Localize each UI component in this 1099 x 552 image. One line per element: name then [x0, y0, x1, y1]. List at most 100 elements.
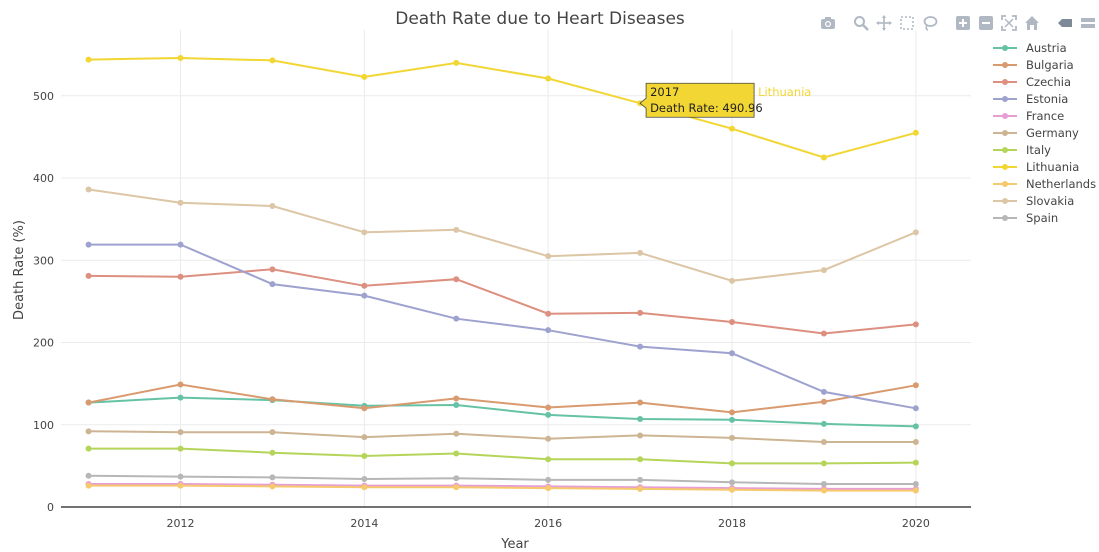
- data-point[interactable]: [453, 475, 460, 482]
- series-line[interactable]: [88, 268, 916, 335]
- data-point[interactable]: [637, 343, 644, 350]
- data-point[interactable]: [912, 487, 919, 494]
- data-point[interactable]: [269, 483, 276, 490]
- data-point[interactable]: [269, 396, 276, 403]
- data-point[interactable]: [177, 54, 184, 61]
- data-point[interactable]: [361, 73, 368, 80]
- data-point[interactable]: [85, 399, 92, 406]
- data-point[interactable]: [729, 350, 736, 357]
- data-point[interactable]: [545, 476, 552, 483]
- data-point[interactable]: [85, 482, 92, 489]
- camera-icon[interactable]: [818, 13, 838, 33]
- data-point[interactable]: [637, 399, 644, 406]
- data-point[interactable]: [177, 199, 184, 206]
- data-point[interactable]: [545, 253, 552, 260]
- hover-closest-icon[interactable]: [1055, 13, 1075, 33]
- data-point[interactable]: [820, 154, 827, 161]
- data-point[interactable]: [820, 267, 827, 274]
- data-point[interactable]: [453, 315, 460, 322]
- data-point[interactable]: [453, 450, 460, 457]
- data-point[interactable]: [637, 476, 644, 483]
- data-point[interactable]: [545, 435, 552, 442]
- data-point[interactable]: [453, 395, 460, 402]
- data-point[interactable]: [453, 59, 460, 66]
- series-netherlands[interactable]: [85, 482, 919, 494]
- data-point[interactable]: [912, 382, 919, 389]
- data-point[interactable]: [912, 423, 919, 430]
- data-point[interactable]: [85, 186, 92, 193]
- data-point[interactable]: [85, 241, 92, 248]
- series-lithuania[interactable]: [85, 54, 919, 161]
- legend-item-czechia[interactable]: Czechia: [993, 75, 1071, 89]
- data-point[interactable]: [545, 411, 552, 418]
- data-point[interactable]: [912, 229, 919, 236]
- data-point[interactable]: [637, 309, 644, 316]
- series-line[interactable]: [88, 474, 916, 485]
- data-point[interactable]: [269, 281, 276, 288]
- data-point[interactable]: [912, 439, 919, 446]
- legend-item-spain[interactable]: Spain: [993, 211, 1058, 225]
- data-point[interactable]: [820, 487, 827, 494]
- data-point[interactable]: [85, 445, 92, 452]
- data-point[interactable]: [820, 439, 827, 446]
- data-point[interactable]: [85, 272, 92, 279]
- plot-area[interactable]: [85, 54, 919, 494]
- data-point[interactable]: [637, 485, 644, 492]
- data-point[interactable]: [361, 292, 368, 299]
- data-point[interactable]: [361, 282, 368, 289]
- series-italy[interactable]: [85, 445, 919, 467]
- data-point[interactable]: [269, 202, 276, 209]
- data-point[interactable]: [545, 485, 552, 492]
- legend-item-austria[interactable]: Austria: [993, 41, 1067, 55]
- legend-item-bulgaria[interactable]: Bulgaria: [993, 58, 1074, 72]
- data-point[interactable]: [453, 430, 460, 437]
- data-point[interactable]: [820, 460, 827, 467]
- zoom-icon[interactable]: [851, 13, 871, 33]
- legend-item-estonia[interactable]: Estonia: [993, 92, 1068, 106]
- data-point[interactable]: [453, 226, 460, 233]
- box-select-icon[interactable]: [897, 13, 917, 33]
- data-point[interactable]: [85, 56, 92, 63]
- data-point[interactable]: [729, 486, 736, 493]
- series-line[interactable]: [88, 383, 916, 414]
- data-point[interactable]: [912, 321, 919, 328]
- data-point[interactable]: [269, 429, 276, 436]
- data-point[interactable]: [177, 241, 184, 248]
- legend-item-germany[interactable]: Germany: [993, 126, 1079, 140]
- data-point[interactable]: [729, 460, 736, 467]
- data-point[interactable]: [729, 479, 736, 486]
- hover-compare-icon[interactable]: [1078, 13, 1098, 33]
- data-point[interactable]: [269, 449, 276, 456]
- data-point[interactable]: [269, 266, 276, 273]
- legend-item-france[interactable]: France: [993, 109, 1064, 123]
- legend-item-netherlands[interactable]: Netherlands: [993, 177, 1096, 191]
- data-point[interactable]: [177, 273, 184, 280]
- data-point[interactable]: [729, 125, 736, 132]
- zoom-out-icon[interactable]: [976, 13, 996, 33]
- data-point[interactable]: [912, 405, 919, 412]
- data-point[interactable]: [361, 229, 368, 236]
- data-point[interactable]: [545, 404, 552, 411]
- reset-axes-icon[interactable]: [1022, 13, 1042, 33]
- series-line[interactable]: [88, 396, 916, 428]
- series-line[interactable]: [88, 188, 917, 282]
- data-point[interactable]: [85, 428, 92, 435]
- pan-icon[interactable]: [874, 13, 894, 33]
- data-point[interactable]: [820, 330, 827, 337]
- data-point[interactable]: [545, 327, 552, 334]
- data-point[interactable]: [820, 420, 827, 427]
- data-point[interactable]: [361, 434, 368, 441]
- series-line[interactable]: [88, 447, 916, 465]
- data-point[interactable]: [453, 402, 460, 409]
- data-point[interactable]: [177, 473, 184, 480]
- lasso-icon[interactable]: [920, 13, 940, 33]
- data-point[interactable]: [912, 129, 919, 136]
- data-point[interactable]: [177, 429, 184, 436]
- legend-item-slovakia[interactable]: Slovakia: [993, 194, 1074, 208]
- data-point[interactable]: [361, 484, 368, 491]
- data-point[interactable]: [545, 310, 552, 317]
- data-point[interactable]: [820, 480, 827, 487]
- autoscale-icon[interactable]: [999, 13, 1019, 33]
- legend-item-italy[interactable]: Italy: [993, 143, 1051, 157]
- series-bulgaria[interactable]: [85, 381, 919, 416]
